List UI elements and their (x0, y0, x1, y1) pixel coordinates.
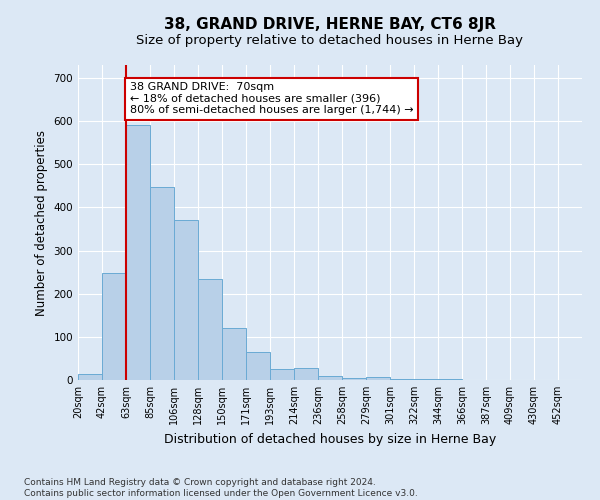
Text: 38, GRAND DRIVE, HERNE BAY, CT6 8JR: 38, GRAND DRIVE, HERNE BAY, CT6 8JR (164, 18, 496, 32)
X-axis label: Distribution of detached houses by size in Herne Bay: Distribution of detached houses by size … (164, 432, 496, 446)
Bar (414, 379, 438, 380)
Bar (246, 352, 270, 380)
Bar (438, 379, 462, 380)
Bar (318, 376, 342, 380)
Text: Contains HM Land Registry data © Crown copyright and database right 2024.
Contai: Contains HM Land Registry data © Crown c… (24, 478, 418, 498)
Bar (78, 374, 102, 380)
Y-axis label: Number of detached properties: Number of detached properties (35, 130, 48, 316)
Bar (342, 378, 366, 380)
Bar (222, 328, 246, 380)
Bar (198, 278, 222, 380)
Bar (102, 273, 126, 380)
Bar (366, 376, 390, 380)
Text: Size of property relative to detached houses in Herne Bay: Size of property relative to detached ho… (137, 34, 523, 47)
Bar (174, 220, 198, 380)
Bar (126, 126, 150, 380)
Bar (270, 369, 294, 380)
Bar (390, 378, 414, 380)
Bar (294, 368, 318, 380)
Text: 38 GRAND DRIVE:  70sqm
← 18% of detached houses are smaller (396)
80% of semi-de: 38 GRAND DRIVE: 70sqm ← 18% of detached … (130, 82, 413, 116)
Bar (150, 186, 174, 380)
